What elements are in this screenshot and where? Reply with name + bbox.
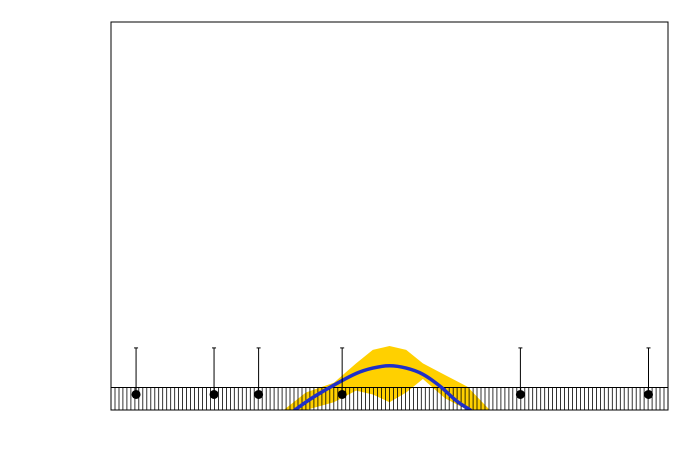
data-point [254,389,264,399]
rug-band-layer [110,386,669,410]
data-points-layer [131,347,654,399]
data-point [515,389,525,399]
data-point [337,389,347,399]
data-point [131,389,141,399]
data-point [209,389,219,399]
data-point [644,389,654,399]
fit-curve-layer [293,364,473,410]
fit-curve [293,364,473,410]
uncertainty-band [283,346,490,410]
plot-frame [110,21,669,411]
uncertainty-band-layer [283,346,490,410]
